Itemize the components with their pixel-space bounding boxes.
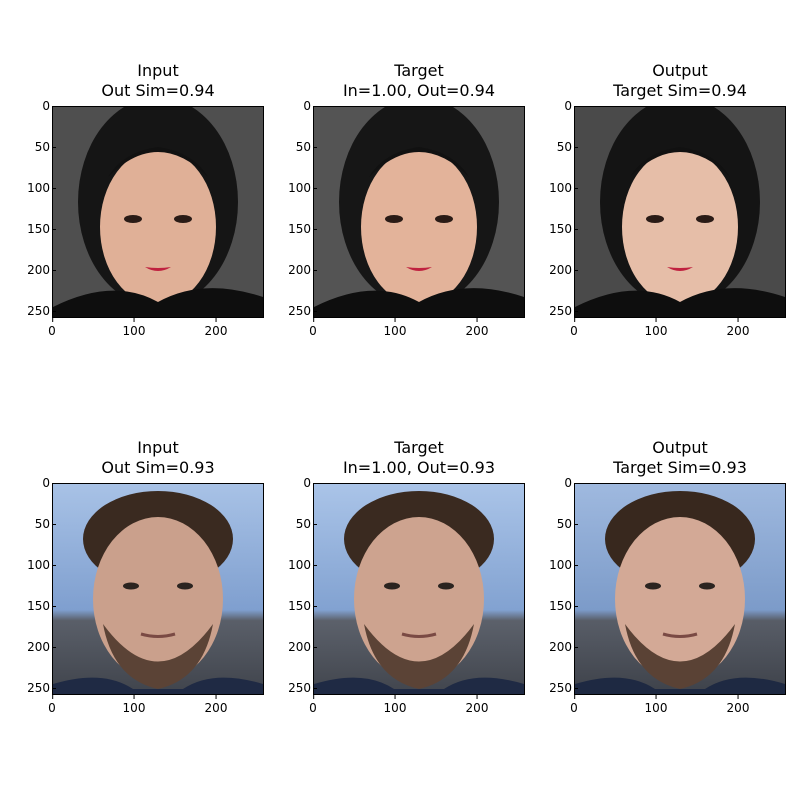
y-tick-label: 200 — [288, 263, 317, 277]
x-tick-label: 100 — [122, 695, 146, 715]
y-tick-label: 250 — [27, 304, 56, 318]
panel-title: Input Out Sim=0.93 — [52, 438, 264, 478]
face-image-woman — [575, 107, 785, 317]
y-tick-label: 250 — [549, 304, 578, 318]
y-tick-label: 100 — [288, 181, 317, 195]
panel-title: Target In=1.00, Out=0.94 — [313, 61, 525, 101]
title-line-1: Target — [394, 438, 444, 457]
y-tick-label: 0 — [564, 476, 578, 490]
y-tick-label: 0 — [303, 476, 317, 490]
x-tick-label: 0 — [48, 695, 56, 715]
x-tick-label: 100 — [122, 318, 146, 338]
image-frame — [313, 483, 525, 695]
y-tick-label: 250 — [288, 304, 317, 318]
y-tick-label: 150 — [549, 222, 578, 236]
panel-title: Output Target Sim=0.94 — [574, 61, 786, 101]
y-tick-label: 250 — [27, 681, 56, 695]
title-line-2: Out Sim=0.93 — [101, 458, 215, 477]
y-tick-label: 150 — [27, 222, 56, 236]
x-tick-label: 200 — [465, 318, 489, 338]
y-tick-label: 100 — [549, 181, 578, 195]
title-line-2: In=1.00, Out=0.94 — [342, 81, 496, 100]
y-tick-label: 50 — [34, 517, 57, 531]
x-tick-label: 100 — [644, 695, 668, 715]
x-tick-label: 100 — [383, 695, 407, 715]
face-image-woman — [314, 107, 524, 317]
y-tick-label: 0 — [42, 99, 56, 113]
title-line-1: Output — [652, 438, 708, 457]
title-line-1: Input — [137, 61, 179, 80]
image-frame — [574, 106, 786, 318]
title-line-2: Target Sim=0.93 — [613, 458, 747, 477]
y-tick-label: 250 — [549, 681, 578, 695]
title-line-1: Target — [394, 61, 444, 80]
x-tick-label: 0 — [570, 318, 578, 338]
y-tick-label: 0 — [303, 99, 317, 113]
x-tick-label: 200 — [204, 318, 228, 338]
panel-title: Input Out Sim=0.94 — [52, 61, 264, 101]
image-frame — [52, 106, 264, 318]
face-image-man — [575, 484, 785, 694]
panel-title: Target In=1.00, Out=0.93 — [313, 438, 525, 478]
y-tick-label: 50 — [295, 517, 318, 531]
y-tick-label: 200 — [27, 640, 56, 654]
y-tick-label: 250 — [288, 681, 317, 695]
title-line-1: Input — [137, 438, 179, 457]
face-image-man — [53, 484, 263, 694]
image-frame — [574, 483, 786, 695]
x-tick-label: 200 — [204, 695, 228, 715]
y-tick-label: 50 — [556, 140, 579, 154]
image-frame — [313, 106, 525, 318]
x-tick-label: 200 — [726, 318, 750, 338]
y-tick-label: 100 — [288, 558, 317, 572]
y-tick-label: 200 — [549, 640, 578, 654]
y-tick-label: 100 — [27, 558, 56, 572]
y-tick-label: 200 — [288, 640, 317, 654]
y-tick-label: 0 — [42, 476, 56, 490]
y-tick-label: 150 — [288, 222, 317, 236]
x-tick-label: 100 — [383, 318, 407, 338]
x-tick-label: 100 — [644, 318, 668, 338]
x-tick-label: 0 — [570, 695, 578, 715]
y-tick-label: 150 — [288, 599, 317, 613]
y-tick-label: 100 — [549, 558, 578, 572]
x-tick-label: 200 — [726, 695, 750, 715]
y-tick-label: 200 — [27, 263, 56, 277]
y-tick-label: 50 — [295, 140, 318, 154]
y-tick-label: 150 — [549, 599, 578, 613]
y-tick-label: 0 — [564, 99, 578, 113]
y-tick-label: 200 — [549, 263, 578, 277]
image-frame — [52, 483, 264, 695]
title-line-2: In=1.00, Out=0.93 — [342, 458, 496, 477]
y-tick-label: 100 — [27, 181, 56, 195]
x-tick-label: 200 — [465, 695, 489, 715]
y-tick-label: 50 — [34, 140, 57, 154]
title-line-2: Target Sim=0.94 — [613, 81, 747, 100]
title-line-1: Output — [652, 61, 708, 80]
x-tick-label: 0 — [48, 318, 56, 338]
panel-title: Output Target Sim=0.93 — [574, 438, 786, 478]
y-tick-label: 150 — [27, 599, 56, 613]
y-tick-label: 50 — [556, 517, 579, 531]
face-image-man — [314, 484, 524, 694]
title-line-2: Out Sim=0.94 — [101, 81, 215, 100]
face-image-woman — [53, 107, 263, 317]
x-tick-label: 0 — [309, 695, 317, 715]
x-tick-label: 0 — [309, 318, 317, 338]
